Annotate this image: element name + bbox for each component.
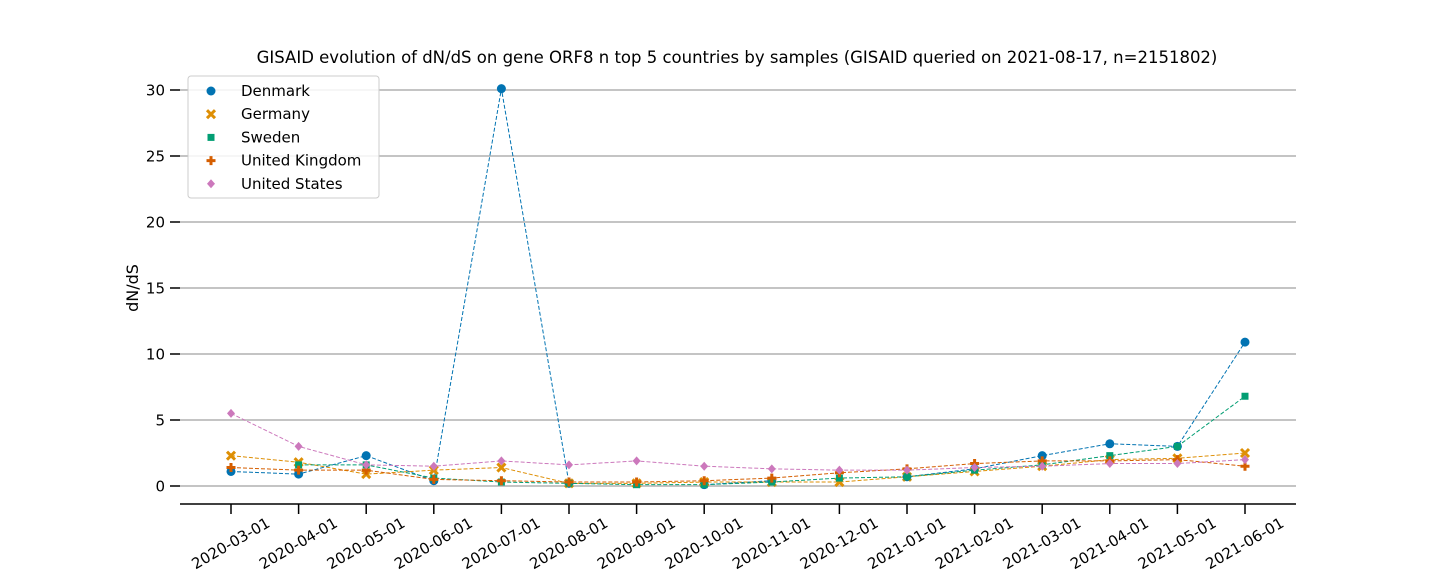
- marker-germany: [1239, 447, 1251, 459]
- marker-united-states: [227, 408, 235, 418]
- legend-label-germany: Germany: [241, 105, 310, 123]
- marker-denmark: [496, 84, 506, 94]
- marker-united-states: [1241, 455, 1249, 465]
- marker-united-states: [565, 460, 573, 470]
- marker-united-kingdom: [496, 476, 506, 486]
- series-lines: [230, 88, 1246, 486]
- legend-label-sweden: Sweden: [241, 128, 300, 146]
- marker-sweden: [835, 474, 843, 482]
- legend: Denmark Germany Sweden United Kingdom United…: [187, 75, 380, 199]
- y-tick-label: 20: [146, 214, 165, 232]
- marker-united-states: [1038, 461, 1047, 471]
- y-tick-label: 15: [146, 280, 165, 298]
- legend-frame: [187, 75, 380, 199]
- legend-label-united-states: United States: [241, 175, 343, 193]
- marker-legend-sweden: [207, 133, 215, 141]
- y-tick-label: 10: [146, 346, 165, 364]
- marker-sweden: [1241, 392, 1249, 400]
- marker-united-states: [835, 465, 844, 475]
- marker-germany: [496, 462, 507, 473]
- series-markers: [225, 84, 1251, 490]
- marker-united-states: [362, 460, 371, 470]
- marker-legend-germany: [205, 109, 217, 120]
- marker-united-kingdom: [632, 477, 642, 487]
- marker-denmark: [1240, 337, 1250, 347]
- series-line-united-states: [230, 412, 1246, 471]
- marker-denmark: [1105, 439, 1115, 449]
- marker-legend-denmark: [206, 86, 216, 96]
- marker-sweden: [1173, 442, 1181, 450]
- marker-sweden: [1106, 452, 1114, 460]
- marker-united-states: [1173, 459, 1182, 469]
- series-line-denmark: [230, 88, 1246, 486]
- legend-label-united-kingdom: United Kingdom: [241, 152, 361, 170]
- marker-united-kingdom: [699, 476, 709, 486]
- marker-united-kingdom: [564, 477, 574, 487]
- marker-united-kingdom: [294, 465, 304, 475]
- marker-denmark: [1037, 451, 1047, 461]
- marker-united-states: [903, 465, 911, 475]
- chart-title: GISAID evolution of dN/dS on gene ORF8 n…: [257, 48, 1218, 67]
- marker-united-states: [700, 461, 709, 471]
- marker-sweden: [903, 473, 911, 481]
- y-tick-label: 30: [146, 82, 165, 100]
- marker-united-states: [429, 461, 438, 471]
- legend-label-denmark: Denmark: [241, 82, 310, 100]
- y-tick-label: 25: [146, 148, 165, 166]
- marker-denmark: [361, 451, 371, 461]
- marker-united-states: [294, 441, 303, 451]
- series-line-germany: [230, 452, 1246, 484]
- series-line-united-kingdom: [230, 459, 1246, 483]
- marker-united-kingdom: [429, 474, 439, 484]
- marker-legend-united-states: [207, 179, 215, 189]
- y-tick-label: 5: [155, 412, 165, 430]
- marker-united-kingdom: [767, 473, 777, 483]
- marker-united-states: [970, 463, 979, 473]
- marker-legend-united-kingdom: [206, 156, 216, 166]
- marker-united-states: [497, 456, 506, 466]
- marker-germany: [225, 450, 237, 461]
- y-axis-label: dN/dS: [123, 264, 142, 312]
- marker-united-kingdom: [226, 463, 236, 473]
- marker-united-states: [632, 456, 641, 466]
- marker-united-states: [1105, 459, 1114, 469]
- marker-united-states: [767, 464, 776, 474]
- y-tick-label: 0: [155, 478, 165, 496]
- marker-sweden: [295, 461, 303, 469]
